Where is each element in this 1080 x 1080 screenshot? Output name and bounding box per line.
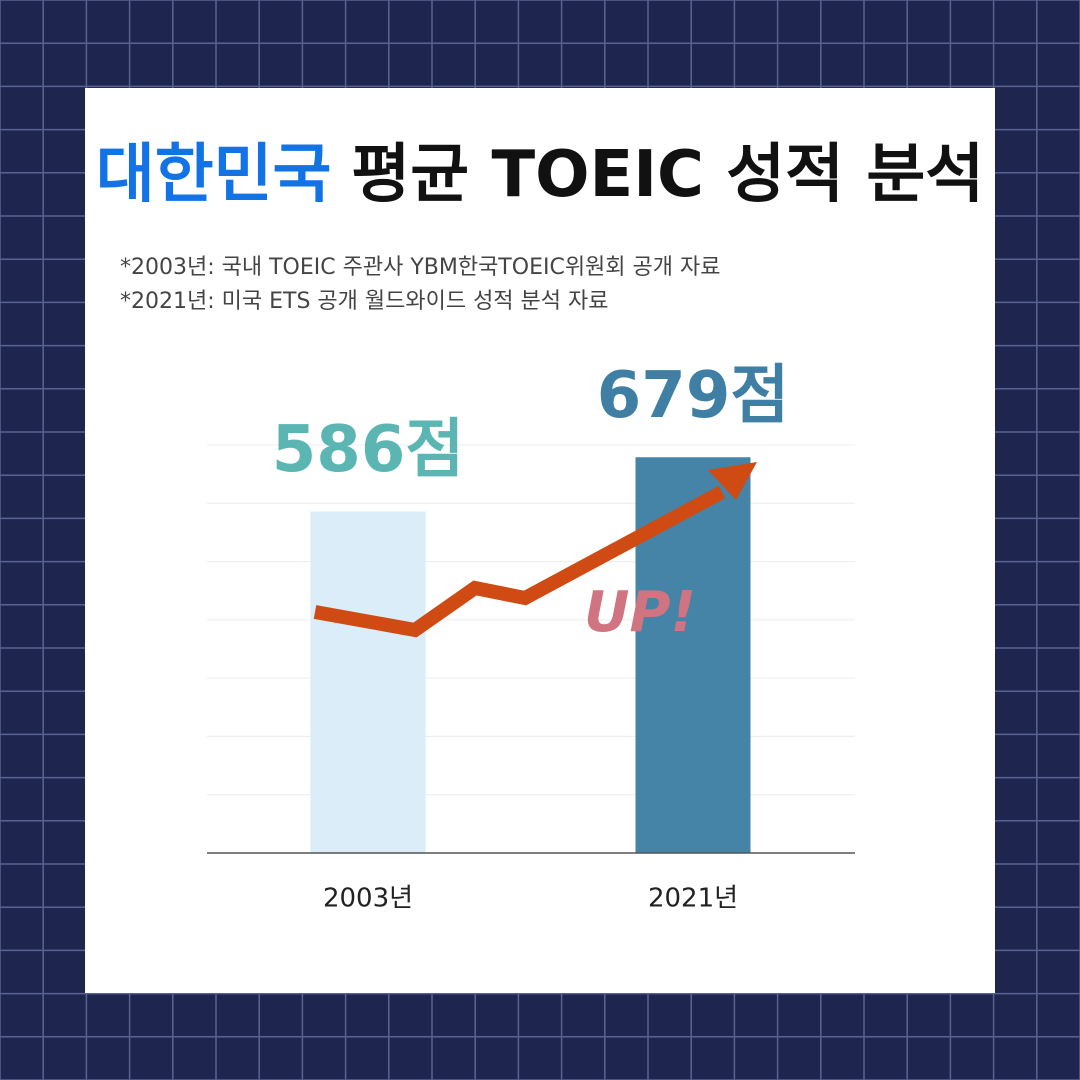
note: *2003년: 국내 TOEIC 주관사 YBM한국TOEIC위원회 공개 자료 bbox=[120, 255, 720, 280]
annotation: UP! bbox=[584, 580, 696, 645]
value-label: 586점 bbox=[272, 413, 464, 487]
arrow-head bbox=[708, 462, 757, 500]
value-label: 679점 bbox=[597, 359, 789, 433]
trend-arrow bbox=[313, 485, 726, 638]
x-tick-label: 2021년 bbox=[648, 884, 738, 914]
title-highlight: 대한민국 bbox=[96, 138, 332, 212]
chart-title: 대한민국 평균 TOEIC 성적 분석 bbox=[96, 138, 984, 212]
bar bbox=[310, 511, 426, 853]
bar bbox=[635, 457, 751, 853]
card bbox=[85, 88, 995, 993]
note: *2021년: 미국 ETS 공개 월드와이드 성적 분석 자료 bbox=[120, 289, 609, 314]
title-rest: 평균 TOEIC 성적 분석 bbox=[351, 138, 984, 212]
x-tick-label: 2003년 bbox=[323, 884, 413, 914]
